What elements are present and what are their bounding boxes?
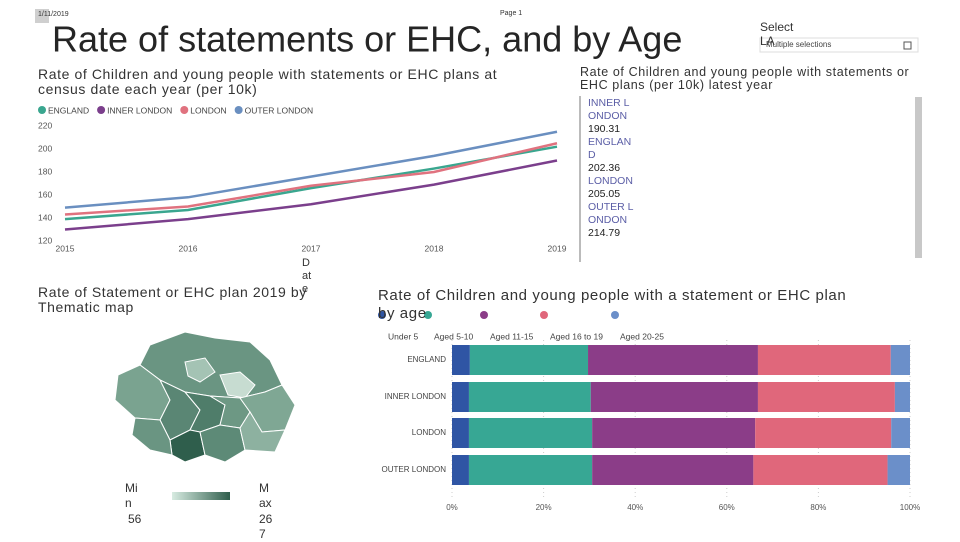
map-max-value: 267 bbox=[259, 512, 273, 541]
bar-segment bbox=[452, 345, 470, 375]
legend-label: OUTER LONDON bbox=[245, 105, 313, 115]
page-number: Page 1 bbox=[500, 10, 522, 17]
x-tick-label: 2016 bbox=[179, 243, 198, 253]
y-tick-label: 220 bbox=[38, 120, 52, 130]
slicer-label: Select LA bbox=[760, 20, 794, 48]
map-region bbox=[184, 357, 216, 383]
bar-segment bbox=[592, 455, 754, 485]
legend-label: Aged 16 to 19 bbox=[550, 331, 603, 341]
map-color-scale bbox=[172, 492, 230, 500]
map bbox=[114, 331, 296, 463]
legend-marker bbox=[424, 311, 432, 319]
bar-segment bbox=[753, 455, 888, 485]
map-region bbox=[219, 371, 256, 399]
bar-segment bbox=[468, 382, 591, 412]
card-row-name: OUTER LONDON bbox=[588, 201, 634, 226]
x-tick-label: 80% bbox=[810, 503, 826, 512]
x-tick-label: 100% bbox=[900, 503, 920, 512]
legend-marker bbox=[480, 311, 488, 319]
legend-label: Under 5 bbox=[388, 331, 419, 341]
y-tick-label: LONDON bbox=[412, 428, 446, 437]
card-row-value: 190.31 bbox=[588, 123, 621, 135]
report-date: 1/11/2019 bbox=[38, 11, 69, 18]
bar-segment bbox=[757, 382, 895, 412]
x-tick-label: 2018 bbox=[425, 243, 444, 253]
x-tick-label: 40% bbox=[627, 503, 643, 512]
legend-marker bbox=[38, 106, 46, 114]
card-row-name: LONDON bbox=[588, 175, 633, 187]
bar-segment bbox=[890, 345, 910, 375]
legend-label: LONDON bbox=[190, 105, 226, 115]
x-tick-label: 2019 bbox=[548, 243, 567, 253]
y-tick-label: 180 bbox=[38, 166, 52, 176]
legend-label: Aged 5-10 bbox=[434, 331, 473, 341]
card-title: Rate of Children and young people with s… bbox=[580, 65, 910, 92]
slicer-value[interactable]: Multiple selections bbox=[766, 40, 832, 49]
bar-segment bbox=[755, 418, 892, 448]
bar-segment bbox=[452, 382, 469, 412]
map-region bbox=[199, 424, 246, 463]
line-series bbox=[64, 159, 558, 231]
bar-segment bbox=[588, 345, 758, 375]
legend-marker bbox=[611, 311, 619, 319]
bar-segment bbox=[452, 455, 469, 485]
bar-segment bbox=[452, 418, 469, 448]
x-tick-label: 2017 bbox=[302, 243, 321, 253]
legend-label: Aged 11-15 bbox=[490, 331, 534, 341]
bar-segment bbox=[894, 382, 910, 412]
bar-segment bbox=[469, 345, 589, 375]
line-series bbox=[64, 130, 558, 209]
legend-marker bbox=[378, 311, 386, 319]
card-row-value: 214.79 bbox=[588, 227, 621, 239]
bar-segment bbox=[887, 455, 910, 485]
map-min-label: Min bbox=[125, 481, 138, 510]
bar-segment bbox=[468, 455, 593, 485]
y-tick-label: OUTER LONDON bbox=[382, 465, 447, 474]
card-row-name: ENGLAND bbox=[588, 136, 632, 161]
y-tick-label: 160 bbox=[38, 189, 52, 199]
page-title: Rate of statements or EHC, and by Age bbox=[52, 19, 682, 60]
line-series bbox=[64, 145, 558, 221]
legend-marker bbox=[97, 106, 106, 114]
x-tick-label: 20% bbox=[536, 503, 552, 512]
legend-label: Aged 20-25 bbox=[620, 331, 664, 341]
line-series bbox=[64, 142, 558, 216]
x-tick-label: 0% bbox=[446, 503, 458, 512]
map-region bbox=[239, 411, 286, 453]
map-title: Rate of Statement or EHC plan 2019 by Th… bbox=[38, 284, 307, 315]
card-row-value: 202.36 bbox=[588, 162, 621, 174]
bar-segment bbox=[468, 418, 593, 448]
slicer-box[interactable] bbox=[759, 37, 919, 53]
logo-placeholder bbox=[35, 9, 49, 23]
y-tick-label: ENGLAND bbox=[407, 355, 446, 364]
x-axis-title: Date bbox=[302, 257, 312, 295]
card-rows: INNER LONDON 190.31 ENGLAND 202.36 LONDON 205… bbox=[588, 97, 636, 240]
y-tick-label: 120 bbox=[38, 235, 52, 245]
bar-segment bbox=[590, 382, 758, 412]
y-tick-label: 200 bbox=[38, 143, 52, 153]
bar-segment bbox=[592, 418, 756, 448]
map-min-value: 56 bbox=[128, 512, 142, 526]
legend-marker bbox=[234, 106, 243, 114]
y-tick-label: INNER LONDON bbox=[385, 392, 447, 401]
card-row-name: INNER LONDON bbox=[588, 97, 630, 122]
legend-label: ENGLAND bbox=[48, 105, 89, 115]
map-region bbox=[131, 417, 173, 456]
line-chart-title: Rate of Children and young people with s… bbox=[38, 66, 498, 97]
legend-marker bbox=[540, 311, 548, 319]
legend-marker bbox=[180, 106, 189, 114]
x-tick-label: 2015 bbox=[56, 243, 75, 253]
y-tick-label: 140 bbox=[38, 212, 52, 222]
card-row-value: 205.05 bbox=[588, 188, 621, 200]
bar-segment bbox=[891, 418, 910, 448]
bar-chart-title: Rate of Children and young people with a… bbox=[378, 287, 847, 322]
slicer-checkbox[interactable] bbox=[903, 41, 912, 50]
bar-segment bbox=[757, 345, 891, 375]
legend-label: INNER LONDON bbox=[107, 105, 172, 115]
x-tick-label: 60% bbox=[719, 503, 735, 512]
map-max-label: Max bbox=[259, 481, 272, 510]
scrollbar[interactable] bbox=[915, 97, 922, 258]
